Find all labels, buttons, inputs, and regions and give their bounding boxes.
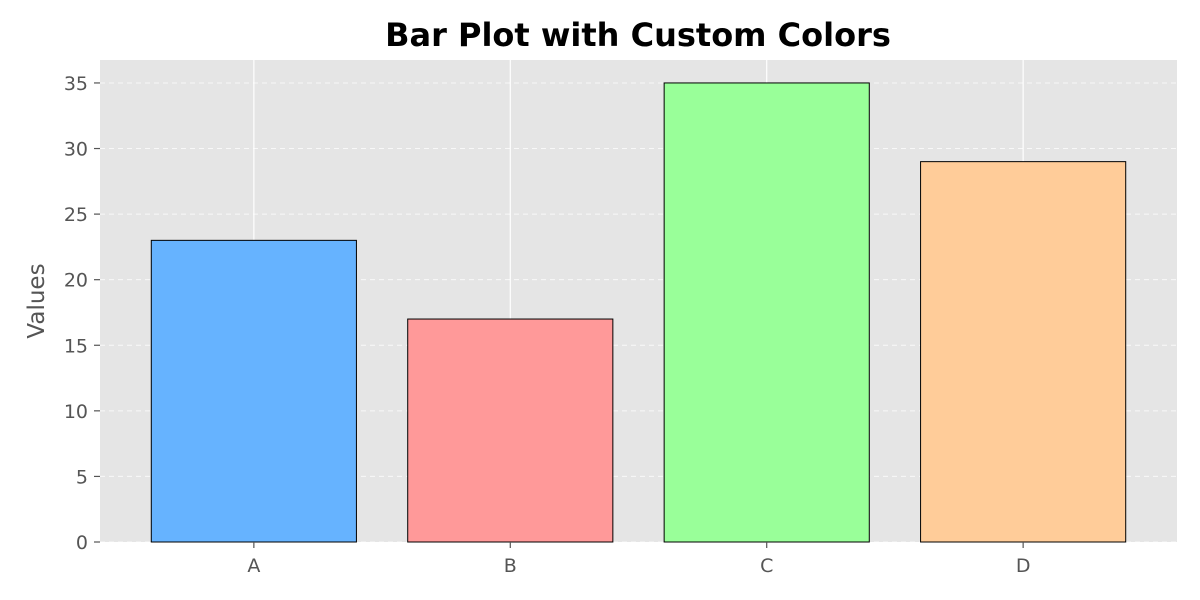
x-tick-label: A bbox=[247, 555, 260, 577]
y-tick-label: 30 bbox=[64, 139, 88, 161]
y-tick-label: 0 bbox=[76, 532, 88, 554]
axis-ticks: 0 5 10 15 20 25 30 35 A B C D bbox=[64, 73, 1031, 577]
y-tick-label: 20 bbox=[64, 270, 88, 292]
chart-title: Bar Plot with Custom Colors bbox=[385, 16, 891, 54]
x-tick-label: B bbox=[504, 555, 517, 577]
y-axis-label: Values bbox=[24, 263, 50, 338]
bars bbox=[150, 82, 1127, 543]
y-tick-label: 35 bbox=[64, 73, 88, 95]
x-tick-label: C bbox=[760, 555, 773, 577]
bar-c bbox=[663, 82, 870, 543]
y-tick-label: 25 bbox=[64, 204, 88, 226]
x-tick-label: D bbox=[1016, 555, 1031, 577]
y-tick-label: 5 bbox=[76, 466, 88, 488]
bar-a bbox=[150, 239, 357, 543]
y-tick-label: 15 bbox=[64, 335, 88, 357]
bar-b bbox=[407, 318, 614, 543]
bar-d bbox=[920, 161, 1127, 543]
y-tick-label: 10 bbox=[64, 401, 88, 423]
